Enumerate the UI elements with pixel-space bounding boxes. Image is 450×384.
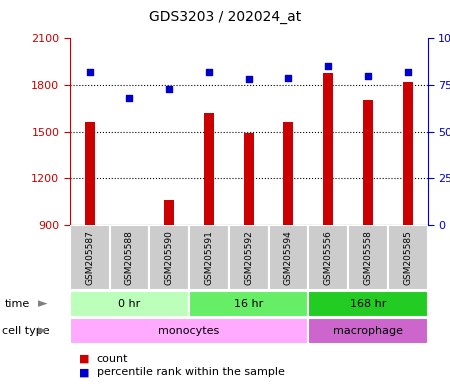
Point xyxy=(166,86,173,92)
Point xyxy=(364,73,372,79)
Bar xyxy=(85,122,94,225)
Bar xyxy=(124,225,135,229)
Bar xyxy=(403,82,413,225)
Text: time: time xyxy=(4,299,30,309)
Text: GDS3203 / 202024_at: GDS3203 / 202024_at xyxy=(149,10,301,23)
Text: ■: ■ xyxy=(79,367,89,377)
Bar xyxy=(70,291,189,317)
Bar xyxy=(70,318,308,344)
Bar xyxy=(308,291,427,317)
Text: 168 hr: 168 hr xyxy=(350,299,386,309)
Text: 0 hr: 0 hr xyxy=(118,299,140,309)
Bar xyxy=(149,225,189,290)
Bar xyxy=(229,225,269,290)
Text: GSM205556: GSM205556 xyxy=(324,230,333,285)
Point xyxy=(245,76,252,83)
Bar xyxy=(189,291,308,317)
Text: cell type: cell type xyxy=(2,326,50,336)
Point xyxy=(205,69,212,75)
Bar xyxy=(284,122,293,225)
Bar xyxy=(308,225,348,290)
Bar xyxy=(308,318,427,344)
Text: GSM205591: GSM205591 xyxy=(204,230,213,285)
Bar xyxy=(204,113,214,225)
Bar xyxy=(243,133,254,225)
Bar xyxy=(164,200,174,225)
Point xyxy=(404,69,411,75)
Bar xyxy=(388,225,427,290)
Text: GSM205594: GSM205594 xyxy=(284,230,293,285)
Bar xyxy=(348,225,388,290)
Point xyxy=(324,63,332,70)
Text: percentile rank within the sample: percentile rank within the sample xyxy=(97,367,284,377)
Text: GSM205587: GSM205587 xyxy=(85,230,94,285)
Bar xyxy=(269,225,308,290)
Text: monocytes: monocytes xyxy=(158,326,220,336)
Text: GSM205558: GSM205558 xyxy=(364,230,373,285)
Bar xyxy=(323,73,333,225)
Point xyxy=(285,74,292,81)
Text: GSM205590: GSM205590 xyxy=(165,230,174,285)
Text: GSM205592: GSM205592 xyxy=(244,230,253,285)
Text: 16 hr: 16 hr xyxy=(234,299,263,309)
Bar xyxy=(189,225,229,290)
Text: GSM205588: GSM205588 xyxy=(125,230,134,285)
Text: GSM205585: GSM205585 xyxy=(403,230,412,285)
Point xyxy=(126,95,133,101)
Point xyxy=(86,69,93,75)
Bar xyxy=(70,225,109,290)
Bar xyxy=(109,225,149,290)
Text: ►: ► xyxy=(38,297,48,310)
Text: count: count xyxy=(97,354,128,364)
Bar xyxy=(363,101,373,225)
Text: macrophage: macrophage xyxy=(333,326,403,336)
Text: ■: ■ xyxy=(79,354,89,364)
Text: ►: ► xyxy=(38,324,48,337)
